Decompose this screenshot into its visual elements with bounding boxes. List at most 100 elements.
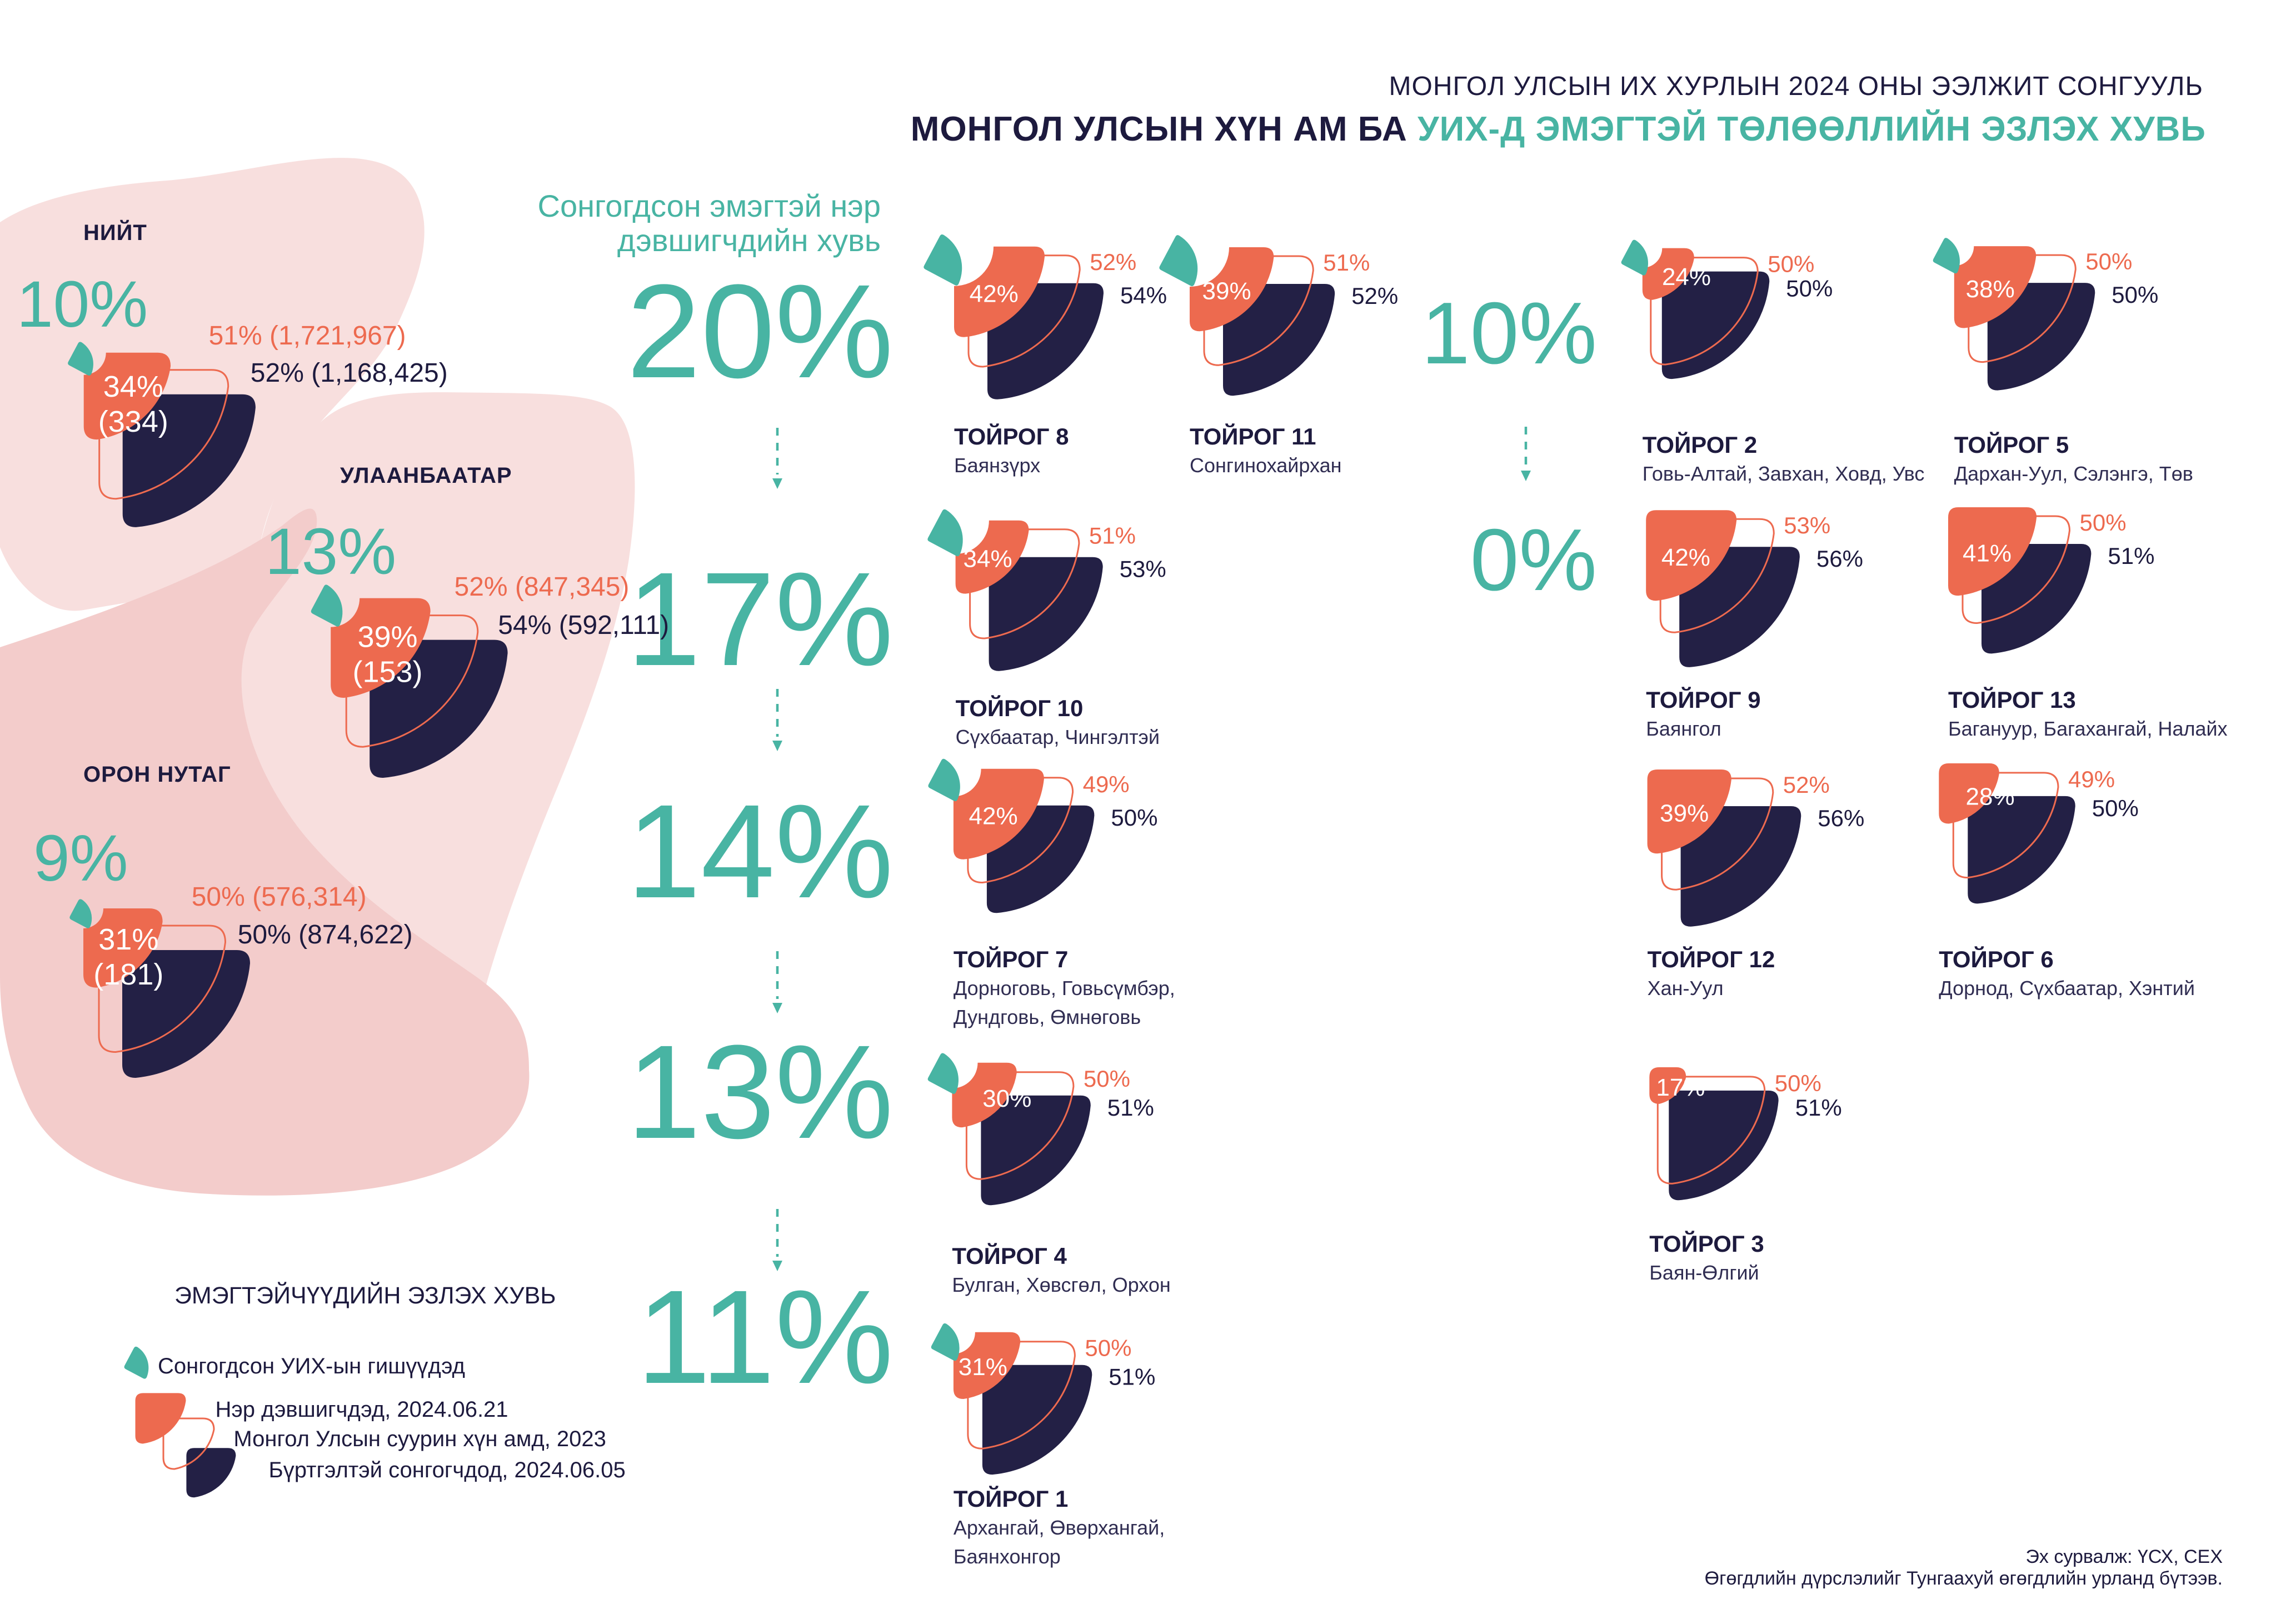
svg-text:Архангай, Өвөрхангай,: Архангай, Өвөрхангай, [954,1516,1165,1539]
svg-text:17%: 17% [1656,1074,1705,1101]
svg-text:41%: 41% [1963,540,2012,567]
svg-text:49%: 49% [1083,771,1130,797]
svg-text:50%: 50% [2112,282,2158,308]
svg-text:ЭМЭГТЭЙЧҮҮДИЙН ЭЗЛЭХ ХУВЬ: ЭМЭГТЭЙЧҮҮДИЙН ЭЗЛЭХ ХУВЬ [174,1282,556,1309]
svg-text:ТОЙРОГ 9: ТОЙРОГ 9 [1646,686,1760,713]
svg-text:Дархан-Уул, Сэлэнгэ, Төв: Дархан-Уул, Сэлэнгэ, Төв [1954,462,2193,485]
svg-text:28%: 28% [1966,783,2015,811]
svg-text:30%: 30% [982,1085,1031,1112]
svg-text:ТОЙРОГ 2: ТОЙРОГ 2 [1643,431,1757,458]
svg-text:ТОЙРОГ 13: ТОЙРОГ 13 [1948,686,2076,713]
svg-text:53%: 53% [1120,556,1166,582]
svg-text:Багануур, Багахангай, Налайх: Багануур, Багахангай, Налайх [1948,717,2228,740]
svg-text:ТОЙРОГ 3: ТОЙРОГ 3 [1649,1230,1764,1257]
svg-text:ТОЙРОГ 12: ТОЙРОГ 12 [1648,946,1775,972]
svg-text:52%: 52% [1351,283,1398,309]
svg-text:(153): (153) [352,656,422,689]
svg-text:50%: 50% [1775,1070,1821,1096]
svg-text:50%: 50% [2092,795,2139,821]
svg-text:39%: 39% [357,621,417,654]
svg-text:11%: 11% [636,1262,894,1411]
svg-text:Сүхбаатар, Чингэлтэй: Сүхбаатар, Чингэлтэй [956,726,1160,748]
svg-text:50%: 50% [2085,248,2132,274]
svg-text:50%: 50% [2080,509,2127,536]
svg-text:дэвшигчдийн хувь: дэвшигчдийн хувь [617,223,881,258]
svg-text:(334): (334) [98,405,168,438]
svg-text:39%: 39% [1202,278,1251,305]
svg-text:Баянгол: Баянгол [1646,717,1721,740]
svg-text:38%: 38% [1966,276,2015,303]
svg-text:Нэр дэвшигчдэд, 2024.06.21: Нэр дэвшигчдэд, 2024.06.21 [216,1397,508,1422]
svg-text:ОРОН НУТАГ: ОРОН НУТАГ [83,762,231,787]
svg-text:42%: 42% [969,803,1018,830]
svg-text:Сонгогдсон эмэгтэй нэр: Сонгогдсон эмэгтэй нэр [538,188,881,223]
svg-text:52% (1,168,425): 52% (1,168,425) [251,358,448,388]
svg-text:ТОЙРОГ 10: ТОЙРОГ 10 [956,694,1084,721]
svg-text:ТОЙРОГ 6: ТОЙРОГ 6 [1939,946,2053,972]
svg-text:ТОЙРОГ 11: ТОЙРОГ 11 [1190,423,1316,449]
svg-text:50%: 50% [1768,251,1814,277]
svg-text:МОНГОЛ УЛСЫН ХҮН АМ БА УИХ-Д Э: МОНГОЛ УЛСЫН ХҮН АМ БА УИХ-Д ЭМЭГТЭЙ ТӨЛ… [911,109,2206,148]
svg-text:52% (847,345): 52% (847,345) [455,572,630,602]
svg-text:34%: 34% [103,370,163,403]
svg-text:13%: 13% [627,1017,894,1166]
svg-text:51% (1,721,967): 51% (1,721,967) [209,321,406,351]
svg-text:50% (874,622): 50% (874,622) [238,920,413,950]
svg-text:Монгол Улсын суурин хүн амд, 2: Монгол Улсын суурин хүн амд, 2023 [233,1427,606,1451]
svg-text:56%: 56% [1818,805,1864,831]
svg-text:ТОЙРОГ 7: ТОЙРОГ 7 [954,946,1068,972]
svg-text:53%: 53% [1784,512,1830,538]
svg-text:49%: 49% [2068,766,2115,792]
svg-text:20%: 20% [627,257,894,406]
svg-text:42%: 42% [1661,544,1710,571]
svg-text:Сонгогдсон УИХ-ын гишүүдэд: Сонгогдсон УИХ-ын гишүүдэд [158,1354,465,1378]
svg-text:Баянзүрх: Баянзүрх [954,454,1040,477]
svg-text:51%: 51% [1107,1095,1154,1121]
svg-text:НИЙТ: НИЙТ [83,219,147,245]
svg-text:39%: 39% [1660,800,1709,827]
svg-text:ТОЙРОГ 8: ТОЙРОГ 8 [954,423,1069,449]
svg-text:9%: 9% [33,822,128,895]
svg-text:ТОЙРОГ 5: ТОЙРОГ 5 [1954,431,2069,458]
svg-text:ТОЙРОГ 4: ТОЙРОГ 4 [952,1242,1067,1269]
svg-text:УЛААНБААТАР: УЛААНБААТАР [340,463,512,488]
svg-text:34%: 34% [964,545,1012,572]
svg-text:52%: 52% [1090,249,1136,275]
svg-text:51%: 51% [2108,543,2154,569]
svg-text:54%: 54% [1120,282,1167,308]
svg-text:Говь-Алтай, Завхан, Ховд, Увс: Говь-Алтай, Завхан, Ховд, Увс [1643,462,1925,485]
svg-text:50%: 50% [1084,1066,1130,1092]
svg-text:42%: 42% [970,281,1019,308]
svg-text:Баян-Өлгий: Баян-Өлгий [1649,1261,1759,1284]
svg-text:Бүртгэлтэй сонгогчдод, 2024.06: Бүртгэлтэй сонгогчдод, 2024.06.05 [269,1458,626,1482]
svg-text:Сонгинохайрхан: Сонгинохайрхан [1190,454,1341,477]
svg-text:54% (592,111): 54% (592,111) [498,611,669,640]
svg-text:17%: 17% [627,544,894,693]
svg-text:50%: 50% [1085,1335,1131,1361]
svg-text:31%: 31% [98,923,158,956]
svg-text:Баянхонгор: Баянхонгор [954,1545,1061,1568]
svg-text:Хан-Уул: Хан-Уул [1648,977,1724,1000]
svg-text:51%: 51% [1109,1364,1155,1390]
svg-text:10%: 10% [17,268,148,341]
svg-text:51%: 51% [1323,249,1370,276]
svg-text:14%: 14% [627,777,894,926]
svg-text:24%: 24% [1662,263,1711,291]
svg-text:0%: 0% [1470,511,1597,609]
svg-text:31%: 31% [959,1353,1007,1381]
svg-text:50% (576,314): 50% (576,314) [192,882,367,912]
svg-text:МОНГОЛ УЛСЫН ИХ ХУРЛЫН 2024 ОН: МОНГОЛ УЛСЫН ИХ ХУРЛЫН 2024 ОНЫ ЭЭЛЖИТ С… [1389,72,2203,101]
svg-text:13%: 13% [265,515,396,588]
svg-text:Дорноговь, Говьсүмбэр,: Дорноговь, Говьсүмбэр, [954,977,1175,1000]
svg-text:(181): (181) [93,958,163,991]
svg-text:Булган, Хөвсгөл, Орхон: Булган, Хөвсгөл, Орхон [952,1273,1170,1296]
svg-text:50%: 50% [1111,804,1157,831]
svg-text:Өгөгдлийн дүрслэлийг Тунгаахуй: Өгөгдлийн дүрслэлийг Тунгаахуй өгөгдлийн… [1705,1568,2223,1589]
svg-text:52%: 52% [1783,772,1830,798]
svg-text:Дундговь, Өмнөговь: Дундговь, Өмнөговь [954,1006,1141,1028]
svg-text:10%: 10% [1421,284,1597,382]
svg-text:ТОЙРОГ 1: ТОЙРОГ 1 [954,1485,1068,1512]
svg-text:51%: 51% [1795,1095,1842,1121]
svg-text:50%: 50% [1786,276,1833,302]
svg-text:Дорнод, Сүхбаатар, Хэнтий: Дорнод, Сүхбаатар, Хэнтий [1939,977,2195,1000]
